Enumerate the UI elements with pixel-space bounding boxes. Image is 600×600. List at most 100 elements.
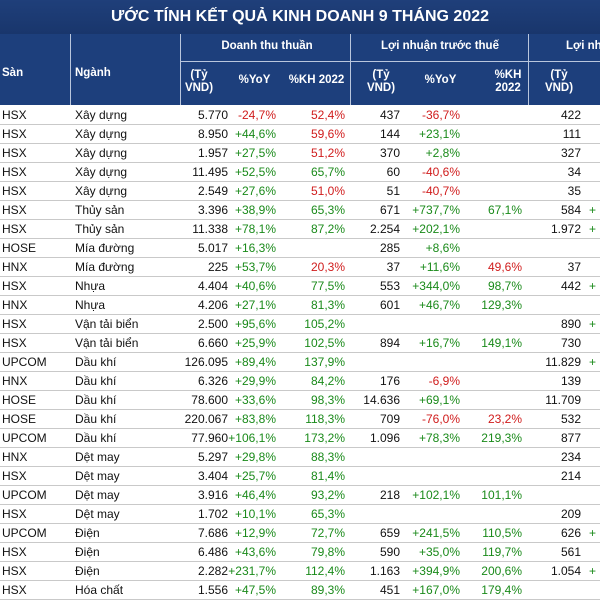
cell-san: HSX <box>2 146 27 160</box>
cell-net-yoy-cut: + <box>589 203 597 217</box>
cell-profit-yoy: +202,1% <box>412 222 460 236</box>
cell-profit-kh: 49,6% <box>487 260 522 274</box>
cell-profit-kh: 101,1% <box>481 488 522 502</box>
cell-revenue: 1.556 <box>197 583 228 597</box>
cell-revenue-kh: 84,2% <box>310 374 345 388</box>
cell-profit: 1.163 <box>369 564 400 578</box>
cell-revenue: 6.326 <box>197 374 228 388</box>
cell-net-profit: 890 <box>560 317 581 331</box>
cell-revenue-kh: 118,3% <box>305 412 345 426</box>
cell-revenue: 220.067 <box>184 412 228 426</box>
cell-revenue-yoy: +33,6% <box>234 393 276 407</box>
cell-profit-kh: 179,4% <box>481 583 522 597</box>
table-row: HOSE Mía đường 5.017 +16,3% 285 +8,6% <box>0 239 600 258</box>
cell-profit: 218 <box>379 488 400 502</box>
cell-nganh: Xây dựng <box>75 184 128 198</box>
cell-profit-yoy: +394,9% <box>412 564 460 578</box>
cell-profit: 590 <box>379 545 400 559</box>
header-nganh: Ngành <box>75 67 111 79</box>
cell-revenue-kh: 81,4% <box>310 469 345 483</box>
cell-net-profit: 730 <box>560 336 581 350</box>
cell-san: HSX <box>2 545 27 559</box>
cell-revenue-kh: 173,2% <box>304 431 345 445</box>
cell-profit-yoy: +2,8% <box>425 146 460 160</box>
cell-revenue-yoy: +231,7% <box>228 564 276 578</box>
cell-revenue-yoy: +27,6% <box>234 184 276 198</box>
cell-san: HOSE <box>2 412 37 426</box>
cell-revenue-yoy: +25,7% <box>234 469 276 483</box>
table-row: HSX Xây dựng 8.950 +44,6% 59,6% 144 +23,1% 111 <box>0 125 600 144</box>
cell-revenue-yoy: +46,4% <box>234 488 276 502</box>
cell-revenue-kh: 65,3% <box>310 507 345 521</box>
cell-profit-kh: 119,7% <box>482 545 522 559</box>
cell-revenue-kh: 87,2% <box>310 222 345 236</box>
cell-revenue: 6.486 <box>197 545 228 559</box>
cell-profit-yoy: +8,6% <box>425 241 460 255</box>
cell-san: HSX <box>2 279 27 293</box>
cell-revenue: 5.017 <box>197 241 228 255</box>
table-row: UPCOM Dầu khí 126.095 +89,4% 137,9% 11.829 + <box>0 353 600 372</box>
cell-revenue-yoy: +10,1% <box>234 507 276 521</box>
cell-revenue-kh: 89,3% <box>310 583 345 597</box>
cell-profit-kh: 110,5% <box>482 526 522 540</box>
table-row: HSX Thủy sản 3.396 +38,9% 65,3% 671 +737,7% 67,… <box>0 201 600 220</box>
cell-net-yoy-cut: + <box>589 317 597 331</box>
cell-revenue: 4.404 <box>197 279 228 293</box>
header-profit-unit: (Tỷ VND) <box>366 69 396 94</box>
table-row: HNX Dệt may 5.297 +29,8% 88,3% 234 <box>0 448 600 467</box>
cell-revenue-yoy: -24,7% <box>237 108 276 122</box>
table-row: HSX Dệt may 3.404 +25,7% 81,4% 214 <box>0 467 600 486</box>
cell-revenue-yoy: +47,5% <box>234 583 276 597</box>
cell-revenue-yoy: +16,3% <box>234 241 276 255</box>
cell-nganh: Dệt may <box>75 469 120 483</box>
table-row: HNX Dầu khí 6.326 +29,9% 84,2% 176 -6,9% 139 <box>0 372 600 391</box>
cell-revenue-yoy: +43,6% <box>234 545 276 559</box>
table-row: UPCOM Dệt may 3.916 +46,4% 93,2% 218 +102,1% 10… <box>0 486 600 505</box>
cell-san: HNX <box>2 298 28 312</box>
cell-revenue-kh: 77,5% <box>310 279 345 293</box>
header-profit-kh: %KH 2022 <box>494 69 522 94</box>
cell-profit-yoy: +344,0% <box>412 279 460 293</box>
table-row: HSX Điện 6.486 +43,6% 79,8% 590 +35,0% 119,7% 56… <box>0 543 600 562</box>
cell-profit-kh: 129,3% <box>481 298 522 312</box>
header-revenue-unit: (Tỷ VND) <box>184 69 214 94</box>
cell-san: HSX <box>2 222 27 236</box>
cell-profit: 437 <box>379 108 400 122</box>
cell-san: UPCOM <box>2 355 47 369</box>
cell-san: HOSE <box>2 393 37 407</box>
cell-revenue-kh: 20,3% <box>310 260 345 274</box>
cell-revenue: 6.660 <box>197 336 228 350</box>
table-row: HSX Nhựa 4.404 +40,6% 77,5% 553 +344,0% 98,7% 44… <box>0 277 600 296</box>
cell-profit-kh: 200,6% <box>481 564 522 578</box>
cell-profit-yoy: +241,5% <box>412 526 460 540</box>
cell-profit-kh: 23,2% <box>487 412 522 426</box>
cell-nganh: Xây dựng <box>75 165 128 179</box>
cell-revenue-kh: 98,3% <box>310 393 345 407</box>
table-row: HSX Xây dựng 2.549 +27,6% 51,0% 51 -40,7% 35 <box>0 182 600 201</box>
cell-profit: 285 <box>379 241 400 255</box>
cell-nganh: Nhựa <box>75 279 106 293</box>
cell-profit-yoy: +46,7% <box>418 298 460 312</box>
cell-profit: 671 <box>379 203 400 217</box>
cell-net-profit: 327 <box>560 146 581 160</box>
table-row: HNX Mía đường 225 +53,7% 20,3% 37 +11,6% 49,6% 3… <box>0 258 600 277</box>
cell-net-profit: 234 <box>560 450 581 464</box>
cell-nganh: Xây dựng <box>75 108 128 122</box>
cell-revenue-yoy: +83,8% <box>234 412 276 426</box>
cell-net-profit: 11.829 <box>545 355 581 369</box>
cell-net-profit: 442 <box>560 279 581 293</box>
cell-nganh: Xây dựng <box>75 146 128 160</box>
cell-revenue: 2.500 <box>197 317 228 331</box>
header-san: Sàn <box>2 67 24 79</box>
cell-net-profit: 584 <box>560 203 581 217</box>
cell-nganh: Nhựa <box>75 298 106 312</box>
cell-nganh: Dầu khí <box>75 374 117 388</box>
cell-net-profit: 209 <box>560 507 581 521</box>
header-net-unit: (Tỷ VND) <box>544 69 574 94</box>
cell-revenue-kh: 105,2% <box>304 317 345 331</box>
cell-revenue: 1.702 <box>197 507 228 521</box>
cell-revenue-kh: 102,5% <box>304 336 345 350</box>
cell-nganh: Dệt may <box>75 450 120 464</box>
cell-revenue-kh: 72,7% <box>310 526 345 540</box>
cell-net-profit: 422 <box>560 108 581 122</box>
